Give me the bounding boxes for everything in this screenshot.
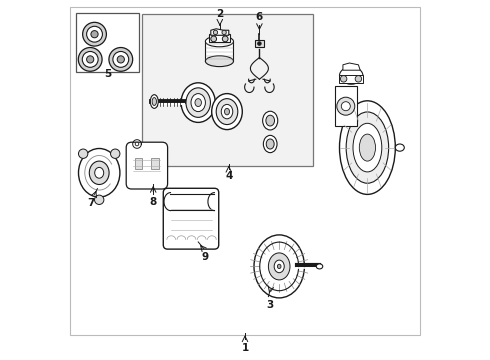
Text: 1: 1 [242, 343, 248, 353]
Ellipse shape [254, 235, 304, 298]
Text: 9: 9 [202, 252, 209, 262]
Bar [209, 34, 230, 42]
Text: 5: 5 [104, 69, 111, 79]
Ellipse shape [359, 134, 375, 161]
Bar [76, 13, 139, 72]
Ellipse shape [337, 97, 355, 115]
Text: 8: 8 [149, 197, 157, 207]
Bar [205, 41, 233, 61]
Circle shape [117, 56, 124, 63]
Circle shape [211, 36, 217, 42]
Circle shape [78, 149, 88, 158]
Ellipse shape [89, 161, 109, 184]
Circle shape [135, 142, 139, 146]
Circle shape [91, 31, 98, 38]
Ellipse shape [78, 148, 120, 197]
Circle shape [113, 51, 129, 67]
Ellipse shape [212, 94, 242, 130]
Ellipse shape [395, 144, 404, 151]
Circle shape [95, 195, 104, 204]
Ellipse shape [224, 108, 229, 115]
Polygon shape [343, 63, 360, 70]
Circle shape [355, 76, 362, 82]
Circle shape [83, 22, 106, 46]
Circle shape [109, 48, 133, 71]
Bar [255, 40, 264, 47]
Ellipse shape [152, 98, 156, 105]
Circle shape [78, 48, 102, 71]
Ellipse shape [186, 88, 210, 117]
Ellipse shape [221, 104, 233, 119]
Bar [339, 75, 363, 83]
Circle shape [111, 149, 120, 158]
Bar [135, 158, 143, 169]
Circle shape [87, 56, 94, 63]
Ellipse shape [342, 102, 350, 111]
Ellipse shape [340, 101, 395, 194]
Ellipse shape [340, 67, 363, 84]
Ellipse shape [263, 111, 278, 130]
Text: 2: 2 [216, 9, 223, 19]
Polygon shape [211, 29, 229, 35]
Ellipse shape [277, 264, 281, 269]
FancyBboxPatch shape [163, 188, 219, 249]
Ellipse shape [266, 139, 274, 149]
Ellipse shape [269, 253, 290, 280]
Circle shape [213, 30, 218, 35]
Circle shape [87, 26, 102, 42]
Ellipse shape [95, 167, 104, 178]
Ellipse shape [191, 94, 205, 112]
FancyBboxPatch shape [126, 142, 168, 189]
Ellipse shape [195, 99, 201, 107]
Ellipse shape [266, 115, 274, 126]
Text: 3: 3 [267, 300, 274, 310]
Ellipse shape [205, 36, 233, 47]
Ellipse shape [274, 260, 284, 273]
Text: 4: 4 [225, 171, 232, 181]
Circle shape [82, 51, 98, 67]
Ellipse shape [205, 56, 233, 67]
Circle shape [222, 30, 226, 35]
Ellipse shape [150, 95, 158, 108]
Bar [151, 158, 159, 169]
Text: 7: 7 [87, 198, 95, 208]
Ellipse shape [346, 112, 389, 183]
Circle shape [341, 76, 347, 82]
Ellipse shape [181, 83, 215, 122]
Text: 6: 6 [256, 12, 263, 22]
Polygon shape [143, 14, 314, 166]
Bar [335, 86, 357, 126]
Circle shape [222, 36, 228, 42]
Ellipse shape [216, 99, 238, 125]
Ellipse shape [316, 264, 323, 269]
Ellipse shape [263, 135, 277, 153]
Ellipse shape [353, 123, 382, 172]
Circle shape [258, 42, 261, 45]
